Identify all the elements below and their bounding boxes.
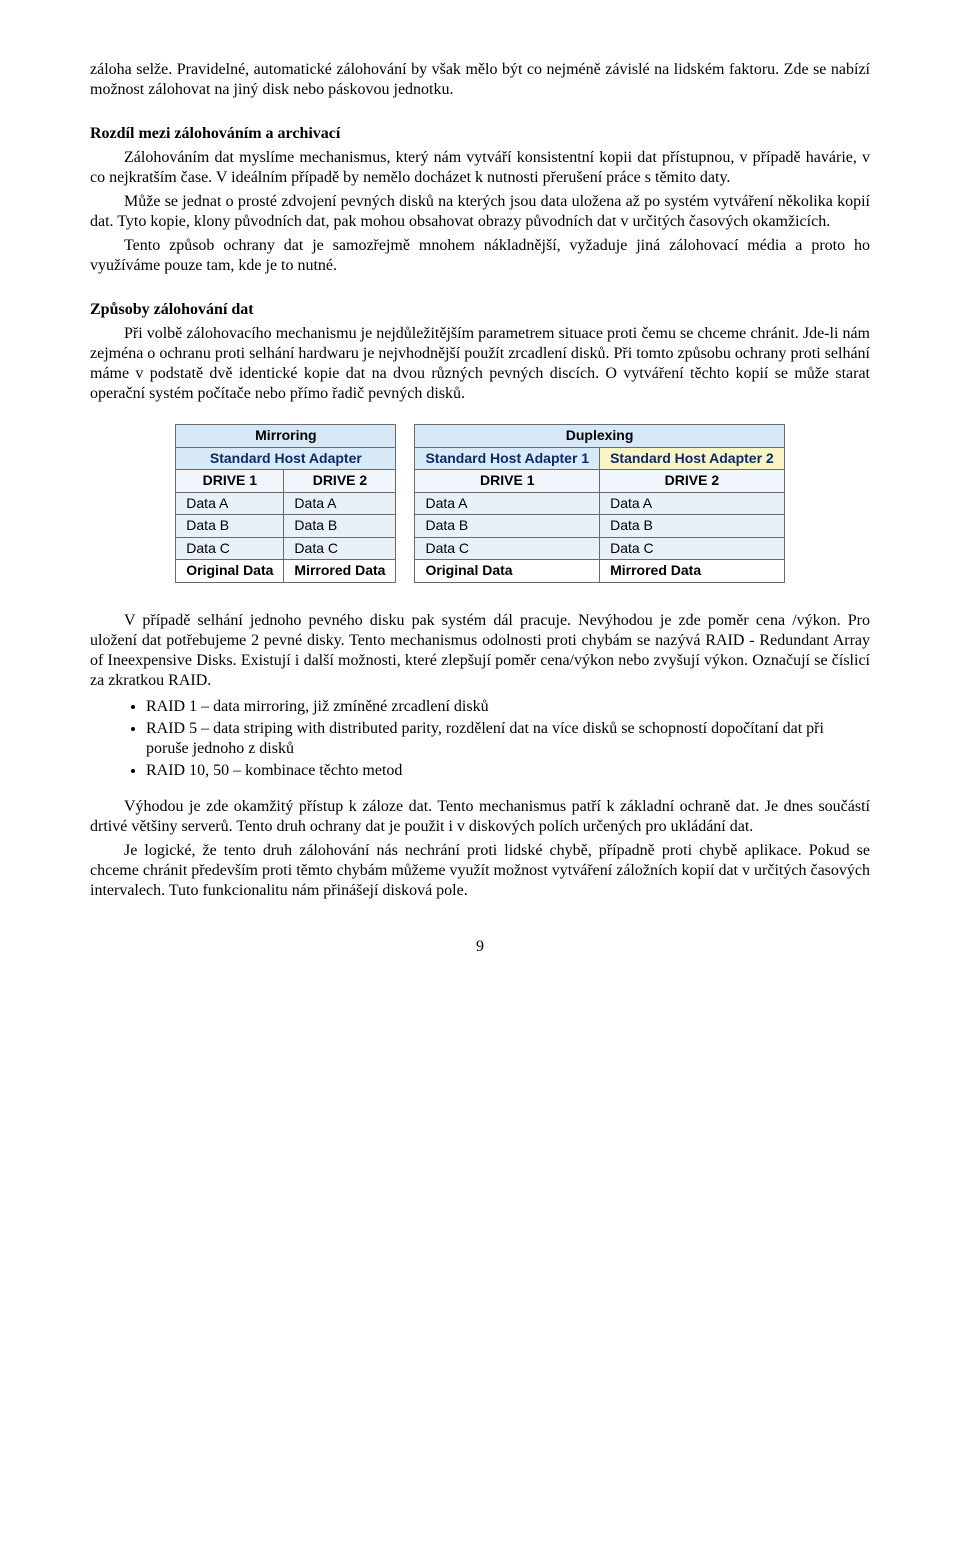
table-title: Mirroring	[176, 425, 396, 448]
table-cell: Data B	[284, 515, 396, 538]
paragraph: V případě selhání jednoho pevného disku …	[90, 611, 870, 691]
table-foot: Original Data	[415, 560, 600, 583]
paragraph: Může se jednat o prosté zdvojení pevných…	[90, 192, 870, 232]
table-cell: Data A	[600, 492, 785, 515]
table-duplexing: Duplexing Standard Host Adapter 1 Standa…	[414, 424, 784, 583]
paragraph: Při volbě zálohovacího mechanismu je nej…	[90, 324, 870, 404]
drive-header: DRIVE 2	[600, 470, 785, 493]
drive-header: DRIVE 1	[176, 470, 284, 493]
table-cell: Data B	[415, 515, 600, 538]
drive-header: DRIVE 2	[284, 470, 396, 493]
table-cell: Data A	[176, 492, 284, 515]
table-cell: Data B	[176, 515, 284, 538]
paragraph: Tento způsob ochrany dat je samozřejmě m…	[90, 236, 870, 276]
raid-list: RAID 1 – data mirroring, již zmíněné zrc…	[90, 697, 870, 781]
table-foot: Original Data	[176, 560, 284, 583]
table-mirroring: Mirroring Standard Host Adapter DRIVE 1 …	[175, 424, 396, 583]
heading-rozdil: Rozdíl mezi zálohováním a archivací	[90, 124, 870, 144]
list-item: RAID 1 – data mirroring, již zmíněné zrc…	[146, 697, 870, 717]
drive-header: DRIVE 1	[415, 470, 600, 493]
adapter-header: Standard Host Adapter 2	[600, 447, 785, 470]
paragraph: záloha selže. Pravidelné, automatické zá…	[90, 60, 870, 100]
table-cell: Data C	[176, 537, 284, 560]
raid-tables: Mirroring Standard Host Adapter DRIVE 1 …	[90, 424, 870, 583]
adapter-header: Standard Host Adapter	[176, 447, 396, 470]
paragraph: Zálohováním dat myslíme mechanismus, kte…	[90, 148, 870, 188]
table-cell: Data C	[284, 537, 396, 560]
table-title: Duplexing	[415, 425, 784, 448]
table-foot: Mirrored Data	[284, 560, 396, 583]
table-cell: Data C	[600, 537, 785, 560]
paragraph: Je logické, že tento druh zálohování nás…	[90, 841, 870, 901]
paragraph: Výhodou je zde okamžitý přístup k záloze…	[90, 797, 870, 837]
adapter-header: Standard Host Adapter 1	[415, 447, 600, 470]
table-foot: Mirrored Data	[600, 560, 785, 583]
page-number: 9	[90, 937, 870, 957]
list-item: RAID 10, 50 – kombinace těchto metod	[146, 761, 870, 781]
heading-zpusoby: Způsoby zálohování dat	[90, 300, 870, 320]
table-cell: Data C	[415, 537, 600, 560]
table-cell: Data A	[284, 492, 396, 515]
list-item: RAID 5 – data striping with distributed …	[146, 719, 870, 759]
table-cell: Data B	[600, 515, 785, 538]
table-cell: Data A	[415, 492, 600, 515]
